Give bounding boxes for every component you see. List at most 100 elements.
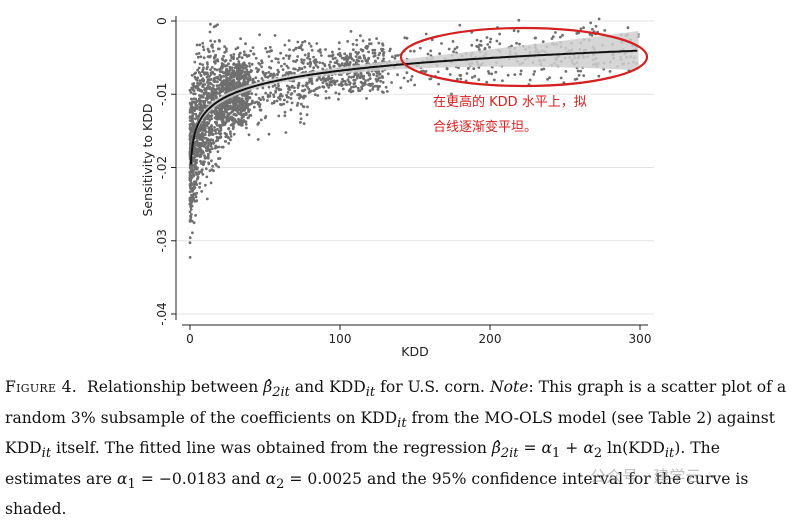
data-point	[188, 198, 192, 202]
data-point	[196, 176, 200, 180]
data-point	[347, 75, 351, 79]
data-point	[372, 73, 376, 76]
data-point	[218, 83, 221, 87]
data-point	[324, 90, 328, 93]
data-point	[221, 145, 225, 149]
data-point	[318, 86, 321, 89]
data-point	[475, 44, 479, 48]
data-point	[296, 55, 299, 58]
data-point	[195, 43, 199, 47]
data-point	[338, 54, 342, 58]
data-point	[231, 119, 235, 123]
data-point	[198, 79, 202, 83]
data-point	[367, 83, 370, 87]
data-point	[203, 91, 206, 95]
annotation-line-2: 合线逐渐变平坦。	[433, 119, 537, 135]
data-point	[393, 56, 397, 60]
data-point	[212, 25, 216, 29]
data-point	[227, 136, 231, 140]
data-point	[219, 104, 223, 108]
data-point	[458, 23, 462, 27]
data-point	[217, 47, 220, 51]
data-point	[224, 73, 228, 77]
data-point	[229, 54, 233, 57]
data-point	[258, 33, 261, 37]
data-point	[194, 195, 198, 199]
data-point	[195, 151, 199, 155]
data-point	[486, 43, 490, 46]
data-point	[218, 70, 222, 73]
data-point	[498, 42, 502, 46]
data-point	[191, 112, 195, 115]
data-point	[225, 110, 228, 114]
data-point	[193, 72, 196, 76]
data-point	[207, 130, 211, 134]
data-point	[371, 85, 375, 89]
data-point	[323, 77, 327, 81]
data-point	[519, 72, 522, 76]
data-point	[224, 59, 228, 62]
data-point	[378, 51, 382, 55]
data-point	[326, 77, 329, 81]
data-point	[213, 40, 217, 43]
data-point	[244, 122, 248, 126]
data-point	[231, 69, 235, 72]
data-point	[252, 105, 256, 109]
data-point	[191, 88, 195, 92]
data-point	[244, 111, 248, 115]
data-point	[283, 114, 287, 118]
data-point	[365, 47, 369, 50]
data-point	[188, 236, 192, 240]
data-point	[315, 42, 319, 45]
data-point	[205, 175, 209, 179]
data-point	[230, 76, 233, 80]
data-point	[376, 56, 380, 60]
data-point	[250, 62, 254, 66]
data-point	[268, 50, 272, 53]
data-point	[227, 127, 230, 131]
data-point	[225, 77, 229, 81]
data-point	[230, 110, 234, 113]
data-point	[188, 210, 192, 214]
data-point	[209, 54, 212, 58]
data-point	[188, 173, 192, 177]
data-point	[559, 76, 563, 80]
data-point	[367, 57, 370, 60]
data-point	[384, 85, 388, 89]
data-point	[562, 81, 566, 84]
data-point	[189, 91, 193, 94]
data-point	[347, 56, 351, 60]
data-point	[207, 133, 211, 137]
data-point	[334, 91, 338, 95]
data-point	[204, 123, 208, 127]
data-point	[209, 144, 213, 148]
data-point	[197, 66, 201, 70]
data-point	[315, 79, 319, 82]
data-point	[207, 162, 211, 166]
data-point	[376, 88, 380, 91]
data-point	[205, 115, 208, 119]
data-point	[201, 160, 205, 164]
data-point	[302, 96, 305, 100]
data-point	[276, 72, 279, 76]
data-point	[579, 27, 583, 31]
data-point	[211, 49, 215, 53]
data-point	[217, 39, 221, 42]
data-point	[349, 30, 353, 33]
data-point	[286, 90, 290, 94]
data-point	[356, 74, 360, 78]
data-point	[344, 80, 347, 83]
data-point	[257, 68, 261, 71]
data-point	[282, 56, 285, 60]
data-point	[199, 159, 202, 163]
data-point	[438, 52, 441, 56]
data-point	[373, 48, 377, 52]
data-point	[308, 77, 312, 81]
data-point	[292, 86, 296, 89]
data-point	[206, 101, 210, 104]
data-point	[284, 54, 288, 57]
data-point	[356, 52, 359, 56]
data-point	[510, 44, 513, 48]
data-point	[215, 84, 219, 87]
data-point	[301, 89, 304, 93]
